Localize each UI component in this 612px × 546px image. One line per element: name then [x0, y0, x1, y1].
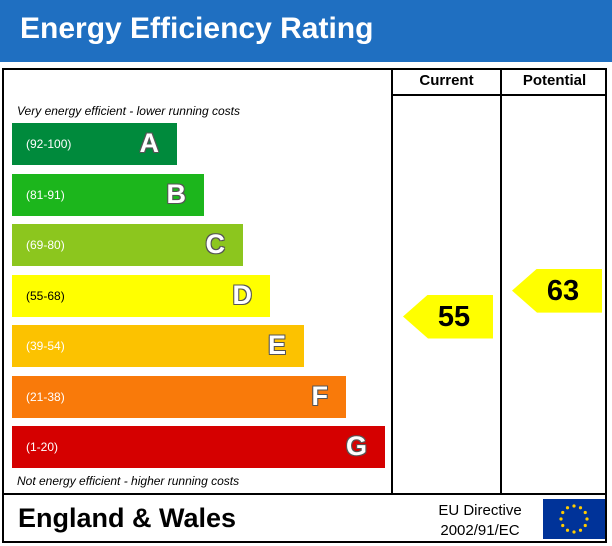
band-letter-label: E [267, 330, 286, 360]
band-f: (21-38) F [12, 375, 346, 418]
eu-directive: EU Directive 2002/91/EC [420, 501, 540, 541]
band-range-label: (92-100) [26, 137, 72, 151]
eu-flag-icon [543, 499, 605, 539]
chart-frame [2, 68, 607, 543]
band-range-label: (1-20) [26, 440, 59, 454]
divider-current [391, 68, 393, 495]
divider-potential [500, 68, 502, 495]
band-b: (81-91) B [12, 173, 204, 216]
chart-title: Energy Efficiency Rating [20, 12, 374, 45]
potential-rating-arrow-value: 63 [546, 274, 580, 307]
band-d: (55-68) D [12, 274, 270, 317]
band-range-label: (39-54) [26, 339, 65, 353]
band-range-label: (69-80) [26, 238, 65, 252]
eu-directive-line2: 2002/91/EC [440, 522, 520, 539]
note-bottom: Not energy efficient - higher running co… [17, 474, 240, 488]
eu-star [572, 530, 576, 534]
band-letter-label: F [311, 380, 329, 411]
band-g: (1-20) G [12, 426, 385, 468]
current-rating-arrow-value: 55 [437, 300, 471, 333]
region-label: England & Wales [18, 503, 237, 533]
band-range-label: (55-68) [26, 288, 65, 303]
band-letter-label: D [232, 279, 253, 310]
eu-star [572, 504, 576, 508]
eu-star [561, 523, 565, 528]
band-letter-label: A [139, 128, 160, 158]
eu-star [565, 528, 570, 532]
eu-star [585, 517, 589, 521]
band-c: (69-80) C [12, 224, 243, 266]
band-e: (39-54) E [12, 325, 304, 367]
eu-star [583, 523, 587, 528]
eu-star [561, 510, 565, 515]
band-letter-label: C [205, 229, 226, 259]
eu-star [559, 517, 563, 521]
column-potential-header: Potential [522, 72, 587, 89]
note-top: Very energy efficient - lower running co… [17, 104, 240, 118]
eu-star [583, 510, 587, 515]
eu-star [578, 506, 583, 510]
header-bar: Energy Efficiency Rating [0, 0, 612, 62]
band-range-label: (81-91) [26, 187, 65, 202]
footer-rule [2, 493, 607, 495]
column-current-header: Current [419, 72, 474, 89]
header-rule [391, 94, 607, 96]
band-letter-label: B [166, 178, 187, 209]
band-range-label: (21-38) [26, 389, 65, 404]
band-letter-label: G [345, 431, 367, 461]
band-a: (92-100) A [12, 123, 177, 165]
eu-star [565, 506, 570, 510]
eu-star [578, 528, 583, 532]
eu-directive-line1: EU Directive [438, 502, 522, 519]
